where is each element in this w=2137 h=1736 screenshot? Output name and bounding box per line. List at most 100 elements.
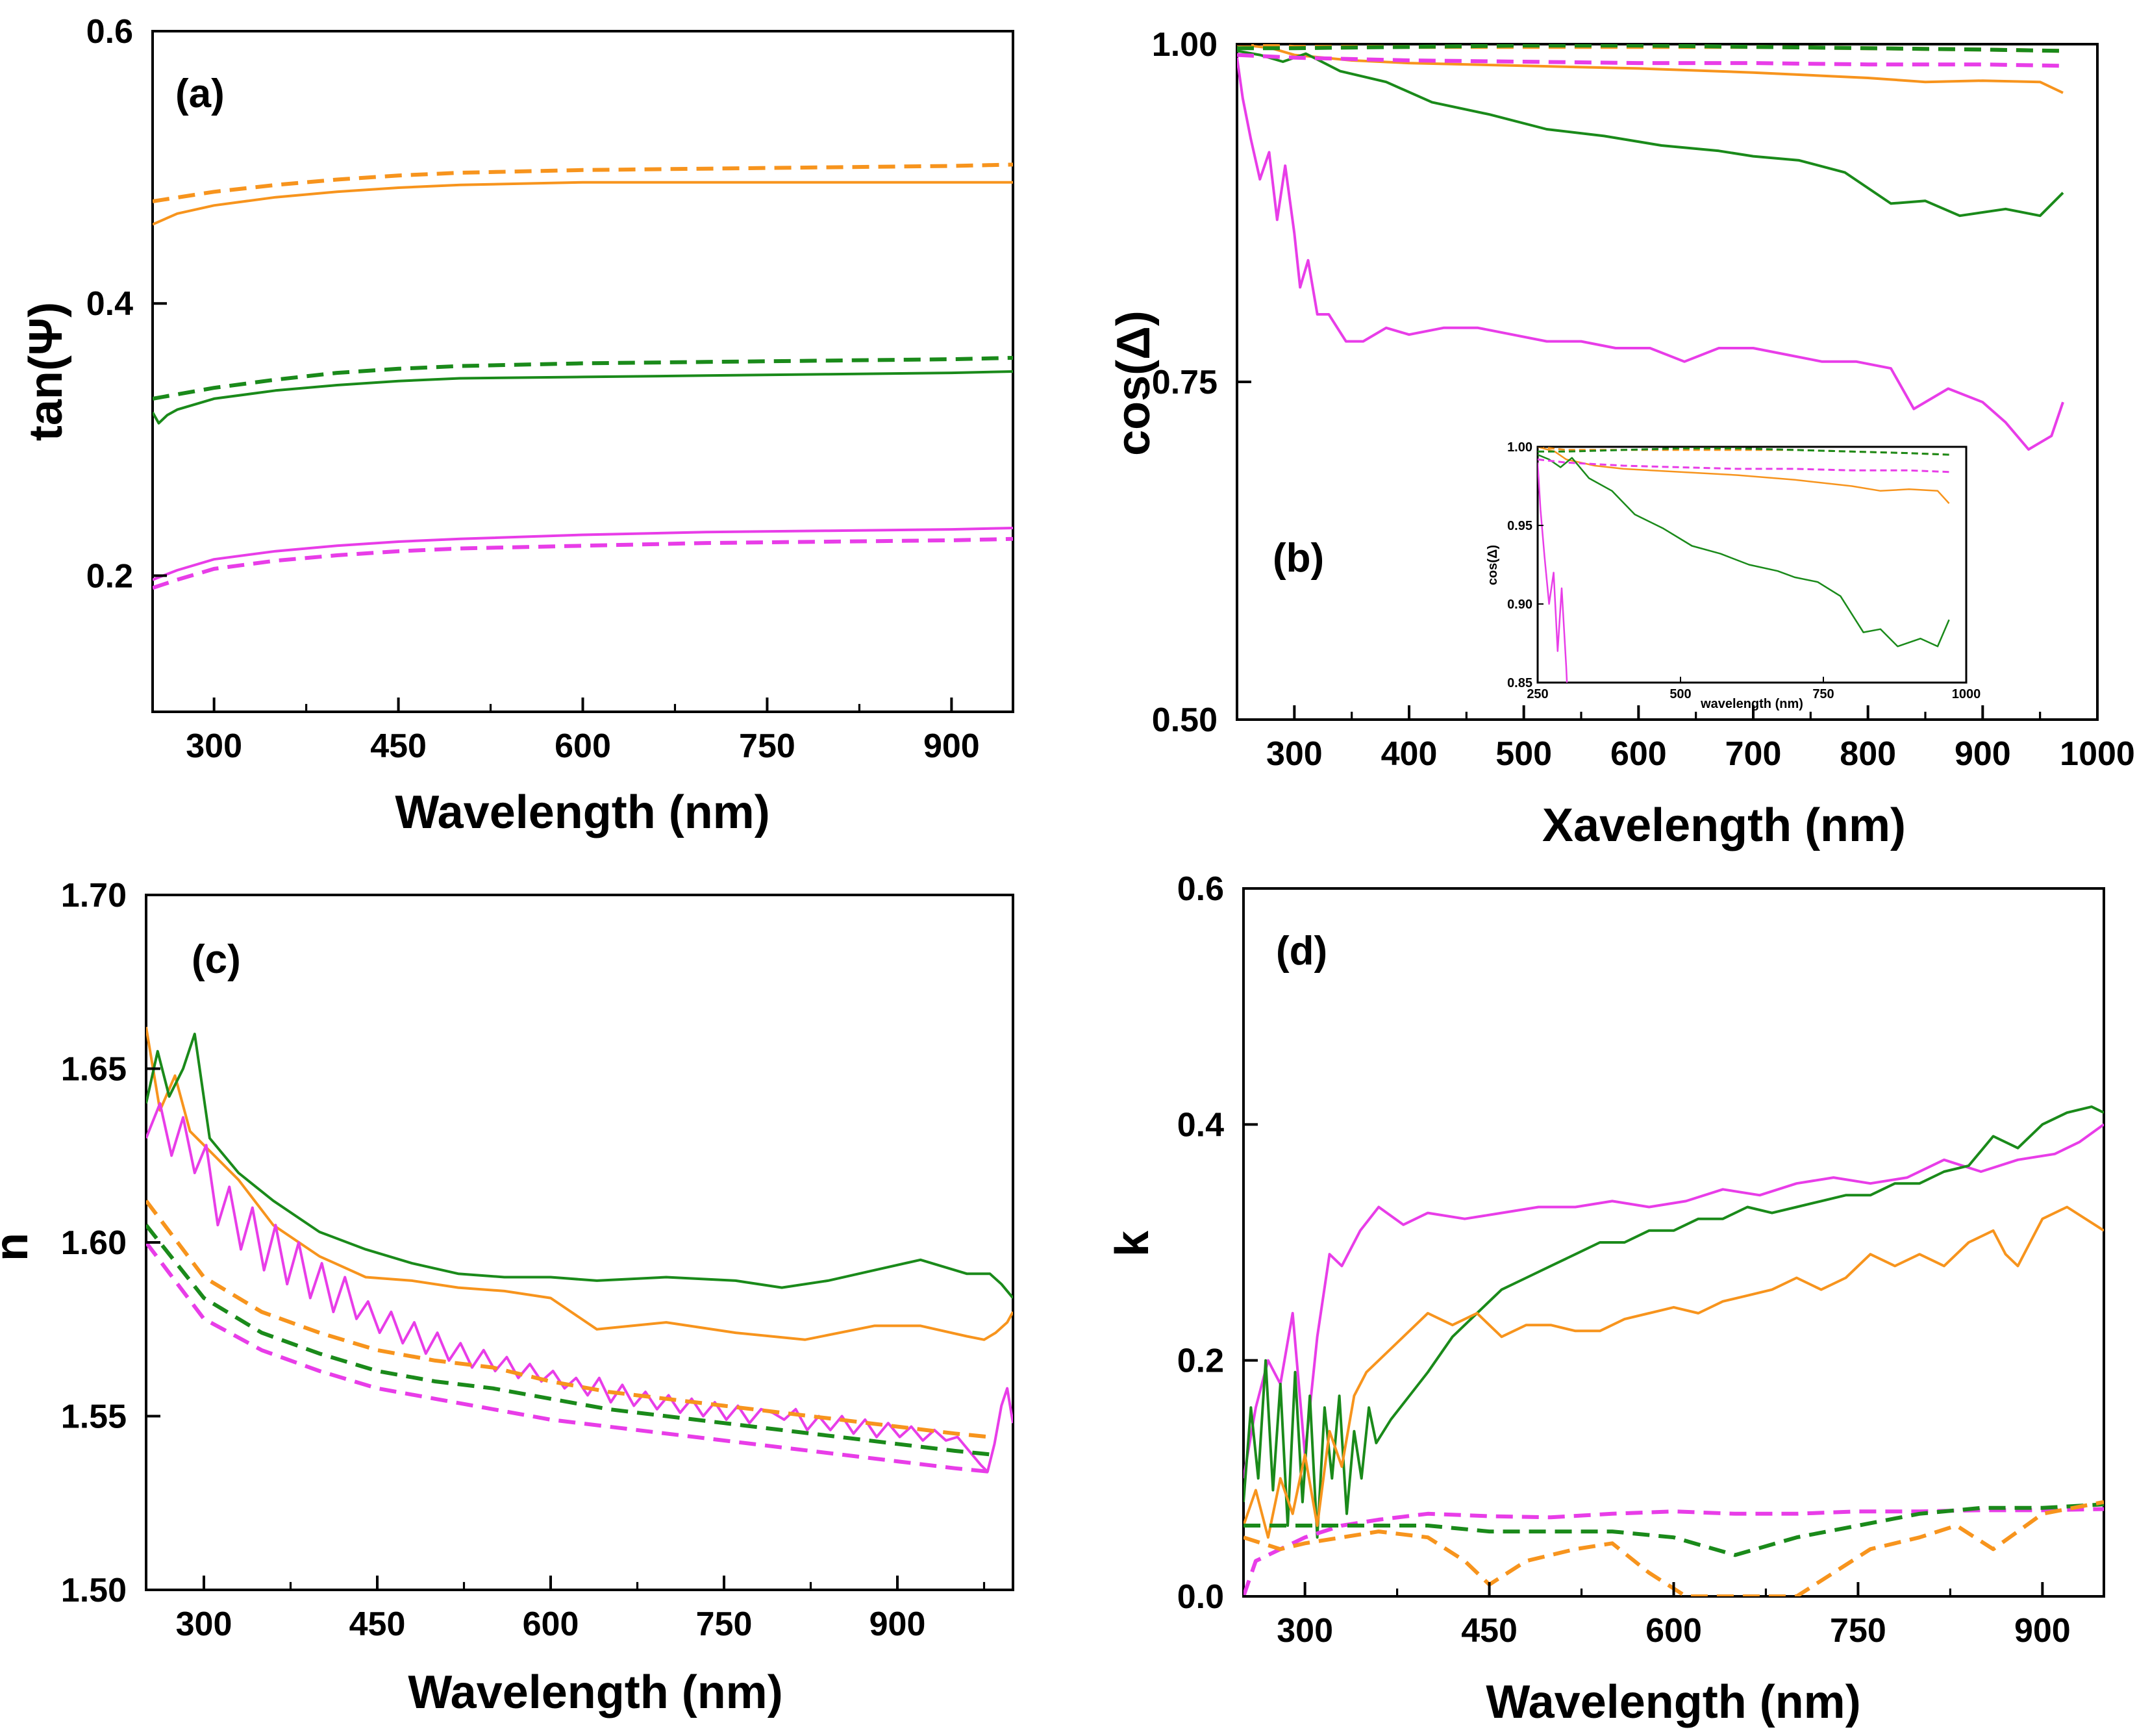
panel-c-series-magenta-dashed — [146, 1241, 990, 1474]
panel-b-inset-ytick-label: 0.90 — [1507, 598, 1532, 612]
panel-b-inset-xtick-label: 750 — [1812, 687, 1834, 701]
panel-b-ylabel: cos(Δ) — [1108, 310, 1160, 456]
panel-a-ytick-label: 0.6 — [86, 13, 133, 51]
panel-d-xtick-label: 450 — [1461, 1612, 1518, 1650]
panel-b-inset-series-magenta-dashed — [1538, 458, 1949, 473]
panel-b-ticks: 300 400 500 600 700 800 900 1000 0.50 0.75 1.00 — [1152, 26, 2135, 773]
panel-b-series-magenta-solid — [1237, 57, 2064, 451]
panel-d-xlabel: Wavelength (nm) — [1486, 1676, 1860, 1728]
panel-b-ytick-label: 1.00 — [1152, 26, 1218, 64]
panel-b-series — [1237, 44, 2064, 451]
panel-c-xtick-label: 450 — [349, 1605, 406, 1643]
panel-b-xtick-label: 600 — [1610, 735, 1667, 773]
panel-c-series-magenta-solid — [146, 1102, 1013, 1474]
panel-b-xtick-label: 700 — [1725, 735, 1782, 773]
panel-b-series-green-dashed — [1237, 44, 2064, 53]
panel-b-inset-ytick-label: 1.00 — [1507, 440, 1532, 455]
panel-b-series-magenta-dashed — [1237, 53, 2064, 68]
panel-b-xtick-label: 500 — [1495, 735, 1552, 773]
panel-c-series-orange-dashed — [146, 1199, 990, 1439]
panel-b-inset-ylabel: cos(Δ) — [1486, 545, 1500, 585]
panel-c-ytick-label: 1.70 — [61, 877, 127, 914]
panel-c-series — [146, 1026, 1013, 1474]
panel-a-series-green-solid — [153, 370, 1013, 425]
panel-d-ytick-label: 0.6 — [1177, 870, 1224, 908]
panel-d-ytick-label: 0.2 — [1177, 1342, 1224, 1380]
panel-d-ytick-label: 0.0 — [1177, 1578, 1224, 1616]
panel-b-inset: 250 500 750 1000 0.85 0.90 0.95 1.00 wavelength… — [1486, 440, 1981, 711]
panel-c-ylabel: n — [0, 1233, 38, 1261]
panel-d-tag: (d) — [1276, 929, 1327, 974]
panel-b-inset-frame — [1536, 446, 1968, 684]
panel-a-xtick-label: 900 — [923, 727, 980, 765]
panel-b-inset-xlabel: wavelength (nm) — [1700, 697, 1803, 711]
panel-a-xtick-label: 450 — [370, 727, 427, 765]
panel-d-ytick-label: 0.4 — [1177, 1106, 1224, 1144]
panel-a: 300 450 600 750 900 0.2 0.4 0.6 (a) Wavelength … — [20, 13, 1014, 838]
panel-b-series-orange-solid — [1237, 44, 2064, 94]
panel-c-xtick-label: 600 — [523, 1605, 579, 1643]
panel-d-ticks: 300 450 600 750 900 0.0 0.2 0.4 0.6 — [1177, 870, 2071, 1650]
panel-c-xtick-label: 300 — [176, 1605, 232, 1643]
panel-d-xtick-label: 600 — [1645, 1612, 1702, 1650]
panel-b-inset-series — [1538, 447, 1950, 683]
panel-c-ytick-label: 1.55 — [61, 1398, 127, 1436]
panel-b-inset-xtick-label: 250 — [1527, 687, 1548, 701]
panel-b-inset-series-orange-solid — [1538, 447, 1950, 504]
panel-c-series-green-solid — [146, 1033, 1013, 1299]
panel-c-series-orange-solid — [146, 1026, 1013, 1341]
panel-b-xtick-label: 800 — [1840, 735, 1896, 773]
panel-b-inset-xtick-label: 500 — [1669, 687, 1691, 701]
panel-a-ticks: 300 450 600 750 900 0.2 0.4 0.6 — [86, 13, 980, 765]
panel-a-xtick-label: 750 — [739, 727, 795, 765]
panel-a-ytick-label: 0.2 — [86, 557, 133, 595]
panel-a-series-magenta-dashed — [153, 536, 1013, 590]
panel-a-xtick-label: 300 — [186, 727, 242, 765]
panel-a-series — [153, 162, 1013, 590]
panel-d-xtick-label: 300 — [1277, 1612, 1333, 1650]
panel-d: 300 450 600 750 900 0.0 0.2 0.4 0.6 (d) Waveleng… — [1106, 870, 2105, 1728]
panel-a-xtick-label: 600 — [555, 727, 611, 765]
panel-b-ytick-label: 0.75 — [1152, 364, 1218, 401]
panel-a-ylabel: tan(Ψ) — [20, 302, 72, 441]
panel-b-inset-ytick-label: 0.95 — [1507, 519, 1532, 533]
panel-b-inset-ytick-label: 0.85 — [1507, 676, 1532, 690]
panel-b-inset-xtick-label: 1000 — [1952, 687, 1981, 701]
panel-c-series-green-dashed — [146, 1224, 990, 1457]
panel-d-series-orange-solid — [1243, 1205, 2104, 1539]
panel-b-xtick-label: 1000 — [2060, 735, 2135, 773]
panel-d-series-green-solid — [1243, 1105, 2104, 1539]
panel-b-tag: (b) — [1273, 536, 1324, 581]
panel-b-inset-series-green-solid — [1538, 453, 1950, 648]
panel-c-xlabel: Wavelength (nm) — [408, 1667, 782, 1718]
panel-c-tag: (c) — [192, 937, 241, 982]
panel-c-xtick-label: 900 — [869, 1605, 926, 1643]
panel-a-xlabel: Wavelength (nm) — [395, 786, 769, 838]
panel-a-series-magenta-solid — [153, 527, 1013, 581]
panel-a-ytick-label: 0.4 — [86, 285, 133, 323]
panel-c-ytick-label: 1.60 — [61, 1224, 127, 1262]
panel-d-ylabel: k — [1106, 1230, 1158, 1257]
panel-b: 300 400 500 600 700 800 900 1000 0.50 0.75 1.00 (b… — [1108, 26, 2135, 851]
panel-d-series-green-dashed — [1243, 1502, 2104, 1557]
panel-d-series-magenta-dashed — [1243, 1507, 2104, 1596]
panel-a-tag: (a) — [175, 71, 225, 116]
panel-b-xtick-label: 300 — [1266, 735, 1323, 773]
panel-c-xtick-label: 750 — [696, 1605, 753, 1643]
panel-b-xtick-label: 900 — [1955, 735, 2011, 773]
panel-c-ytick-label: 1.50 — [61, 1572, 127, 1609]
panel-d-xtick-label: 750 — [1830, 1612, 1886, 1650]
panel-b-ytick-label: 0.50 — [1152, 701, 1218, 739]
panel-b-inset-series-orange-dashed — [1538, 447, 1949, 456]
panel-c-ticks: 300 450 600 750 900 1.50 1.55 1.60 1.65 1.70 — [61, 877, 986, 1643]
panel-b-xtick-label: 400 — [1381, 735, 1438, 773]
panel-c-ytick-label: 1.65 — [61, 1051, 127, 1088]
panel-d-series-orange-dashed — [1243, 1500, 2104, 1596]
panel-b-inset-series-magenta-solid — [1538, 462, 1568, 683]
panel-b-inset-series-green-dashed — [1538, 447, 1949, 456]
panel-a-series-orange-solid — [153, 181, 1013, 226]
panel-b-inset-ticks: 250 500 750 1000 0.85 0.90 0.95 1.00 — [1507, 440, 1981, 701]
